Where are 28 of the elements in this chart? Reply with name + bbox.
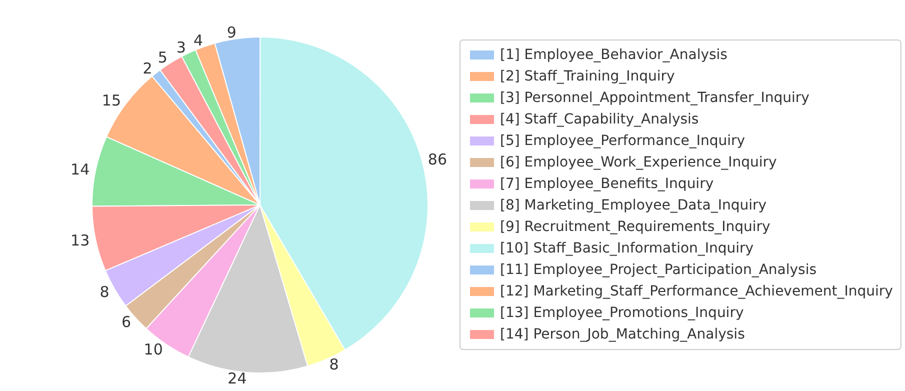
data-label: 9 — [226, 24, 236, 42]
legend-label: [3] Personnel_Appointment_Transfer_Inquiry — [500, 90, 810, 106]
legend-label: [14] Person_Job_Matching_Analysis — [500, 326, 745, 342]
data-label: 15 — [102, 91, 121, 110]
data-label: 6 — [121, 312, 132, 331]
data-label: 13 — [70, 231, 90, 250]
legend-label: [4] Staff_Capability_Analysis — [500, 112, 699, 128]
data-label: 8 — [329, 356, 339, 374]
legend-label: [6] Employee_Work_Experience_Inquiry — [500, 154, 777, 170]
data-label: 14 — [70, 160, 90, 179]
data-label: 10 — [144, 340, 163, 358]
legend-label: [10] Staff_Basic_Information_Inquiry — [500, 240, 754, 256]
data-label: 4 — [193, 32, 204, 50]
legend-label: [5] Employee_Performance_Inquiry — [500, 133, 746, 149]
legend-label: [11] Employee_Project_Participation_Analysis — [500, 262, 817, 278]
legend-label: [8] Marketing_Employee_Data_Inquiry — [500, 198, 767, 214]
data-label: 3 — [176, 38, 186, 57]
legend-label: [12] Marketing_Staff_Performance_Achievement_Inquiry — [500, 284, 893, 300]
legend-label: [2] Staff_Training_Inquiry — [500, 68, 675, 84]
data-label: 8 — [100, 282, 110, 301]
legend-label: [7] Employee_Benefits_Inquiry — [500, 176, 714, 192]
data-label: 2 — [142, 59, 152, 78]
data-label: 86 — [428, 150, 448, 168]
legend-label: [13] Employee_Promotions_Inquiry — [500, 305, 744, 321]
data-label: 24 — [228, 369, 247, 388]
data-label: 5 — [158, 48, 168, 67]
legend-label: [1] Employee_Behavior_Analysis — [500, 47, 728, 63]
legend-label: [9] Recruitment_Requirements_Inquiry — [500, 219, 770, 235]
